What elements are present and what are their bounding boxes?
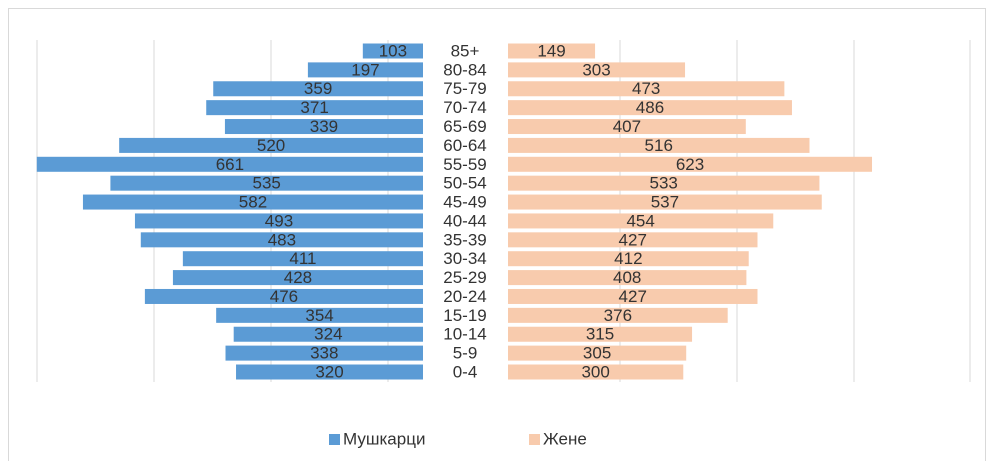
- category-label: 15-19: [443, 306, 486, 325]
- category-label: 0-4: [453, 362, 478, 381]
- bar: [307, 62, 423, 78]
- value-label: 533: [650, 174, 678, 193]
- value-label: 103: [379, 41, 407, 60]
- value-label: 427: [619, 230, 647, 249]
- category-label: 30-34: [443, 249, 486, 268]
- value-label: 305: [583, 344, 611, 363]
- value-label: 407: [613, 117, 641, 136]
- value-label: 428: [284, 268, 312, 287]
- category-label: 65-69: [443, 117, 486, 136]
- category-label: 75-79: [443, 79, 486, 98]
- category-label: 70-74: [443, 98, 486, 117]
- value-label: 535: [253, 174, 281, 193]
- bar: [213, 81, 423, 97]
- bar: [119, 137, 424, 153]
- bar: [508, 345, 687, 361]
- bar: [508, 364, 684, 380]
- bar: [508, 43, 596, 59]
- bar: [508, 137, 810, 153]
- bar: [508, 62, 686, 78]
- bar: [140, 232, 424, 248]
- value-label: 582: [239, 193, 267, 212]
- value-label: 483: [268, 230, 296, 249]
- value-label: 376: [604, 306, 632, 325]
- value-label: 473: [632, 79, 660, 98]
- grid: [36, 40, 971, 382]
- bar: [508, 175, 820, 191]
- category-label: 40-44: [443, 211, 486, 230]
- value-label: 354: [305, 306, 333, 325]
- bar: [508, 156, 873, 172]
- value-label: 411: [289, 249, 316, 268]
- bar: [508, 100, 792, 116]
- bar: [508, 307, 728, 323]
- category-label: 80-84: [443, 60, 486, 79]
- value-label: 371: [300, 98, 328, 117]
- value-label: 516: [645, 136, 673, 155]
- bar: [508, 81, 785, 97]
- value-label: 537: [651, 193, 679, 212]
- value-label: 324: [314, 325, 342, 344]
- bar: [508, 270, 747, 286]
- value-label: 408: [613, 268, 641, 287]
- bar: [225, 345, 423, 361]
- value-label: 300: [581, 362, 609, 381]
- value-label: 338: [310, 344, 338, 363]
- value-label: 315: [586, 325, 614, 344]
- bar: [224, 119, 423, 135]
- category-label: 20-24: [443, 287, 486, 306]
- category-label: 10-14: [443, 325, 486, 344]
- value-label: 661: [216, 155, 244, 174]
- bar: [172, 270, 423, 286]
- category-label: 25-29: [443, 268, 486, 287]
- value-label: 197: [351, 60, 379, 79]
- bar: [362, 43, 423, 59]
- bar: [82, 194, 424, 210]
- bar: [36, 156, 424, 172]
- legend-label: Мушкарци: [343, 429, 425, 448]
- value-label: 339: [310, 117, 338, 136]
- bar: [508, 119, 746, 135]
- value-label: 149: [537, 41, 565, 60]
- category-label: 45-49: [443, 193, 486, 212]
- value-label: 427: [619, 287, 647, 306]
- bar: [206, 100, 423, 116]
- bar: [144, 288, 423, 304]
- bar: [508, 232, 758, 248]
- value-label: 476: [270, 287, 298, 306]
- value-label: 359: [304, 79, 332, 98]
- legend-swatch: [329, 434, 340, 445]
- bar: [216, 307, 423, 323]
- category-label: 55-59: [443, 155, 486, 174]
- value-label: 320: [315, 362, 343, 381]
- category-label: 60-64: [443, 136, 486, 155]
- value-label: 493: [265, 211, 293, 230]
- value-label: 303: [582, 60, 610, 79]
- bar: [134, 213, 423, 229]
- bar: [182, 251, 423, 267]
- legend-swatch: [529, 434, 540, 445]
- value-label: 412: [614, 249, 642, 268]
- legend-label: Жене: [543, 429, 587, 448]
- bar: [508, 326, 693, 342]
- category-label: 35-39: [443, 230, 486, 249]
- bar: [233, 326, 423, 342]
- category-label: 50-54: [443, 174, 486, 193]
- bar: [508, 288, 758, 304]
- bar: [508, 194, 822, 210]
- category-label: 5-9: [453, 344, 478, 363]
- bar: [236, 364, 423, 380]
- value-label: 520: [257, 136, 285, 155]
- bar: [110, 175, 424, 191]
- bar: [508, 213, 774, 229]
- value-label: 486: [636, 98, 664, 117]
- category-label: 85+: [451, 41, 480, 60]
- bar: [508, 251, 749, 267]
- value-label: 454: [626, 211, 654, 230]
- value-label: 623: [676, 155, 704, 174]
